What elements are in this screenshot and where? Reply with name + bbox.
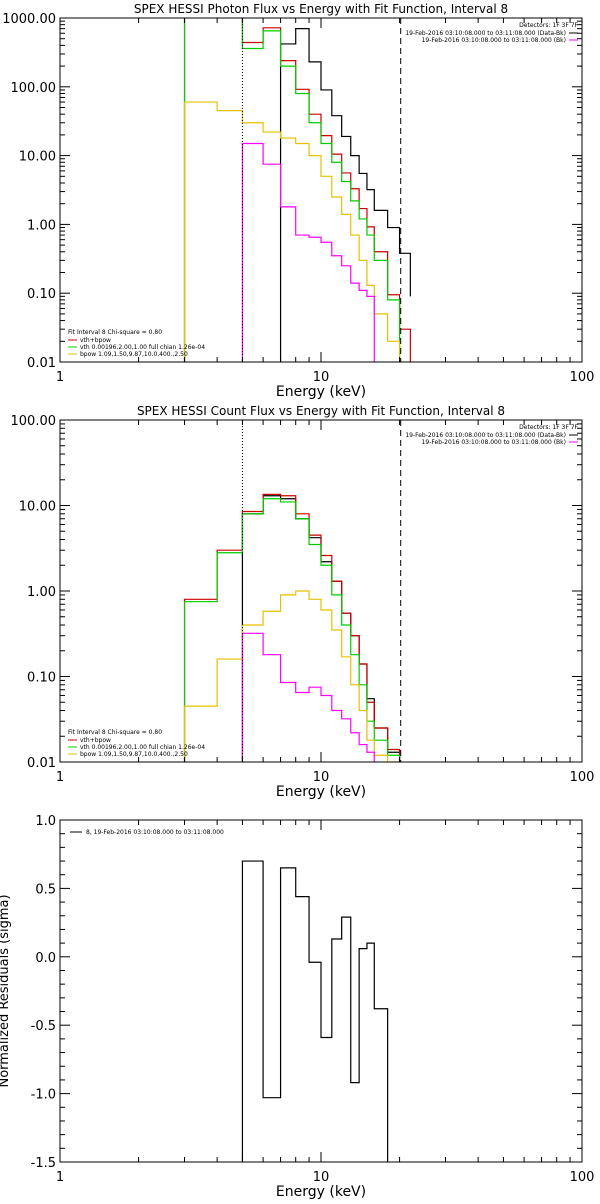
series-line-bk: [241, 142, 375, 362]
legend-detectors: Detectors: 1F 3F 7F: [519, 424, 578, 431]
legend-header: Fit Interval 8 Chi-square = 0.80: [68, 329, 162, 336]
chart-panel-2: 1 10 100 0.01 0.10 1.00 10.00 100.00 SPEX HESSI …: [11, 404, 595, 800]
legend-entry-label: vth+bpow: [80, 737, 111, 744]
y-tick-label: 1.0: [35, 814, 56, 829]
legend-entry-label: 19-Feb-2016 03:10:08.000 to 03:11:08.000…: [405, 30, 566, 37]
x-tick-label: 1: [56, 770, 64, 785]
y-tick-label: 100.00: [11, 81, 57, 96]
y-tick-label: 100.00: [11, 414, 57, 429]
x-tick-label: 100: [570, 770, 595, 785]
x-axis-label: Energy (keV): [276, 1184, 366, 1200]
y-tick-label: 1.00: [27, 585, 56, 600]
series-line-vth-bpow: [183, 18, 411, 362]
chart-title: SPEX HESSI Photon Flux vs Energy with Fi…: [134, 2, 508, 16]
series-line-bpow: [183, 590, 400, 762]
legend-entry-label: 19-Feb-2016 03:10:08.000 to 03:11:08.000…: [422, 439, 566, 446]
legend-entry-label: 19-Feb-2016 03:10:08.000 to 03:11:08.000…: [405, 432, 566, 439]
x-axis-label: Energy (keV): [276, 784, 366, 800]
legend-entry-label: vth+bpow: [80, 337, 111, 344]
x-tick-label: 100: [570, 1170, 595, 1185]
legend-header: Fit Interval 8 Chi-square = 0.80: [68, 729, 162, 736]
y-tick-label: 0.01: [27, 756, 56, 771]
series-line-vth-bpow: [183, 493, 401, 762]
series-line-bk: [241, 632, 375, 762]
series-line-vth: [183, 18, 411, 362]
y-tick-label: 10.00: [19, 150, 56, 165]
legend-entry-label: vth 0.00196,2.00,1.00 full chian 1.26e-0…: [80, 744, 205, 751]
legend-detectors: Detectors: 1F 3F 7F: [519, 22, 578, 29]
x-tick-label: 1: [56, 370, 64, 385]
y-tick-label: -0.5: [31, 1019, 56, 1034]
y-tick-label: 1000.00: [2, 12, 56, 27]
legend-entry-label: bpow 1.09,1.50,9.87,10.0,400.,2.50: [80, 351, 188, 358]
x-tick-label: 100: [570, 370, 595, 385]
series-line-8-19-feb-2016-03-10-08-000-to-03-11-08-000: [241, 860, 389, 1162]
plot-frame: [59, 419, 583, 763]
series-line-vth: [183, 498, 401, 762]
legend-entry-label: 19-Feb-2016 03:10:08.000 to 03:11:08.000…: [422, 37, 566, 44]
x-tick-label: 10: [313, 370, 330, 385]
y-tick-label: -1.0: [31, 1088, 56, 1103]
y-tick-label: 0.10: [27, 671, 56, 686]
chart-title: SPEX HESSI Count Flux vs Energy with Fit…: [137, 404, 505, 418]
y-tick-label: 10.00: [19, 500, 56, 515]
y-tick-label: 0.01: [27, 356, 56, 371]
chart-panel-1: 1 10 100 0.01 0.10 1.00 10.00 100.00 1000.00 SPEX…: [2, 2, 595, 400]
y-axis-label: Normalized Residuals (sigma): [0, 894, 12, 1087]
x-axis-label: Energy (keV): [276, 384, 366, 400]
series-line-data-bk: [279, 28, 411, 362]
legend-entry-label: bpow 1.09,1.50,9.87,10.0,400.,2.50: [80, 751, 188, 758]
y-tick-label: -1.5: [31, 1156, 56, 1171]
series-line-bpow: [183, 101, 411, 362]
chart-panel-3: 1 10 100 -1.5 -1.0 -0.5 0.0 0.5 1.0 Energy (keV) N…: [0, 814, 594, 1200]
legend-entry-label: 8, 19-Feb-2016 03:10:08.000 to 03:11:08.…: [86, 829, 224, 836]
x-tick-label: 10: [313, 1170, 330, 1185]
legend-entry-label: vth 0.00196,2.00,1.00 full chian 1.26e-0…: [80, 344, 205, 351]
y-tick-label: 0.10: [27, 287, 56, 302]
y-tick-label: 1.00: [27, 218, 56, 233]
y-tick-label: 0.5: [35, 882, 56, 897]
x-tick-label: 10: [313, 770, 330, 785]
y-tick-label: 0.0: [35, 951, 56, 966]
x-tick-label: 1: [56, 1170, 64, 1185]
